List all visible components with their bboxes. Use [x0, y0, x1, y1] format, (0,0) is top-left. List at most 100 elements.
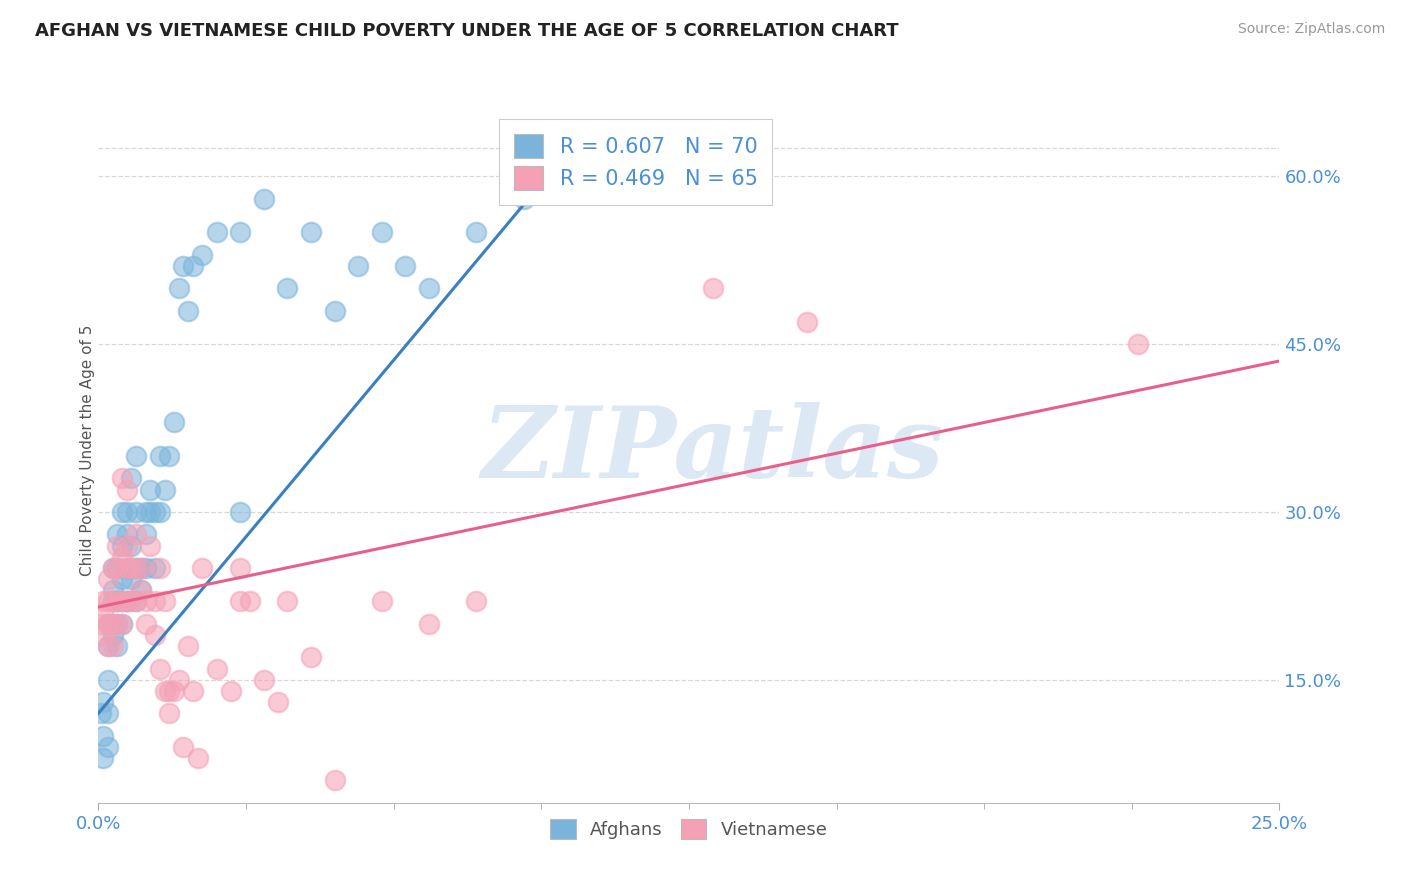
Point	[163, 416, 186, 430]
Point	[153, 594, 176, 608]
Point	[97, 616, 120, 631]
Point	[276, 281, 298, 295]
Point	[229, 225, 252, 239]
Point	[97, 639, 120, 653]
Point	[135, 505, 157, 519]
Point	[172, 259, 194, 273]
Point	[101, 561, 124, 575]
Point	[163, 684, 186, 698]
Point	[101, 616, 124, 631]
Point	[172, 739, 194, 754]
Point	[418, 281, 440, 295]
Point	[115, 561, 138, 575]
Point	[105, 616, 128, 631]
Point	[101, 639, 124, 653]
Y-axis label: Child Poverty Under the Age of 5: Child Poverty Under the Age of 5	[80, 325, 94, 576]
Point	[153, 684, 176, 698]
Legend: Afghans, Vietnamese: Afghans, Vietnamese	[543, 812, 835, 847]
Point	[253, 192, 276, 206]
Point	[105, 594, 128, 608]
Point	[115, 527, 138, 541]
Point	[299, 650, 322, 665]
Point	[105, 561, 128, 575]
Text: Source: ZipAtlas.com: Source: ZipAtlas.com	[1237, 22, 1385, 37]
Point	[135, 527, 157, 541]
Point	[149, 449, 172, 463]
Point	[371, 594, 394, 608]
Point	[205, 225, 228, 239]
Point	[97, 639, 120, 653]
Point	[371, 225, 394, 239]
Point	[229, 505, 252, 519]
Point	[97, 572, 120, 586]
Point	[796, 315, 818, 329]
Point	[105, 616, 128, 631]
Point	[191, 561, 214, 575]
Point	[97, 594, 120, 608]
Point	[91, 695, 114, 709]
Point	[181, 684, 204, 698]
Text: ZIPatlas: ZIPatlas	[481, 402, 943, 499]
Point	[97, 739, 120, 754]
Point	[512, 192, 534, 206]
Point	[125, 561, 148, 575]
Point	[101, 616, 124, 631]
Point	[105, 639, 128, 653]
Point	[115, 505, 138, 519]
Point	[97, 706, 120, 721]
Point	[157, 706, 180, 721]
Point	[177, 639, 200, 653]
Point	[97, 616, 120, 631]
Point	[91, 751, 114, 765]
Point	[139, 539, 162, 553]
Point	[115, 594, 138, 608]
Point	[205, 662, 228, 676]
Point	[465, 594, 488, 608]
Point	[129, 583, 152, 598]
Point	[90, 706, 112, 721]
Point	[129, 583, 152, 598]
Point	[101, 594, 124, 608]
Point	[91, 628, 114, 642]
Point	[177, 303, 200, 318]
Point	[101, 594, 124, 608]
Point	[101, 561, 124, 575]
Point	[181, 259, 204, 273]
Point	[111, 549, 134, 564]
Point	[143, 628, 166, 642]
Point	[115, 594, 138, 608]
Point	[135, 594, 157, 608]
Point	[129, 561, 152, 575]
Point	[111, 572, 134, 586]
Point	[111, 594, 134, 608]
Point	[111, 616, 134, 631]
Point	[91, 594, 114, 608]
Point	[115, 594, 138, 608]
Point	[135, 561, 157, 575]
Point	[167, 281, 190, 295]
Point	[125, 505, 148, 519]
Point	[121, 471, 143, 485]
Point	[299, 225, 322, 239]
Point	[101, 583, 124, 598]
Point	[143, 505, 166, 519]
Point	[149, 561, 172, 575]
Point	[121, 572, 143, 586]
Point	[105, 527, 128, 541]
Point	[90, 616, 112, 631]
Point	[394, 259, 416, 273]
Point	[125, 594, 148, 608]
Point	[139, 483, 162, 497]
Point	[121, 594, 143, 608]
Point	[229, 561, 252, 575]
Point	[111, 594, 134, 608]
Point	[143, 561, 166, 575]
Point	[125, 561, 148, 575]
Point	[111, 505, 134, 519]
Point	[91, 606, 114, 620]
Point	[323, 303, 346, 318]
Point	[149, 505, 172, 519]
Point	[219, 684, 242, 698]
Point	[139, 505, 162, 519]
Point	[105, 594, 128, 608]
